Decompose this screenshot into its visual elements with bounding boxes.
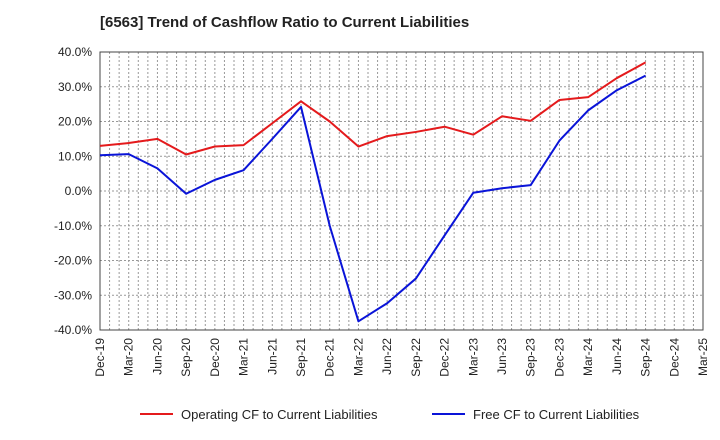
x-tick-label: Dec-24 — [667, 338, 681, 377]
x-tick-label: Dec-19 — [93, 338, 107, 377]
x-tick-label: Mar-20 — [122, 338, 136, 376]
x-tick-label: Mar-22 — [351, 338, 365, 376]
series-line-free-cf — [99, 74, 647, 323]
y-tick-label: 0.0% — [65, 184, 93, 198]
x-tick-label: Mar-25 — [696, 338, 710, 376]
x-tick-label: Dec-23 — [552, 338, 566, 377]
x-tick-label: Sep-22 — [409, 338, 423, 377]
series-line-operating-cf — [99, 61, 647, 156]
x-tick-label: Sep-24 — [639, 338, 653, 377]
x-tick-label: Sep-20 — [179, 338, 193, 377]
y-tick-label: 30.0% — [58, 80, 92, 94]
x-tick-label: Dec-21 — [323, 338, 337, 377]
legend-label-free-cf: Free CF to Current Liabilities — [473, 407, 640, 422]
y-tick-label: 10.0% — [58, 149, 92, 163]
y-tick-label: 20.0% — [58, 115, 92, 129]
x-tick-label: Sep-23 — [524, 338, 538, 377]
x-tick-label: Jun-22 — [380, 338, 394, 375]
x-tick-label: Jun-24 — [610, 338, 624, 375]
plot-border — [99, 51, 704, 331]
y-tick-label: -30.0% — [54, 288, 92, 302]
x-tick-label: Jun-20 — [150, 338, 164, 375]
y-tick-label: -40.0% — [54, 323, 92, 337]
y-tick-label: 40.0% — [58, 45, 92, 59]
x-tick-label: Mar-23 — [466, 338, 480, 376]
x-tick-label: Dec-22 — [438, 338, 452, 377]
x-tick-label: Jun-23 — [495, 338, 509, 375]
x-tick-label: Sep-21 — [294, 338, 308, 377]
y-tick-label: -10.0% — [54, 219, 92, 233]
x-tick-label: Mar-21 — [237, 338, 251, 376]
x-tick-label: Jun-21 — [265, 338, 279, 375]
x-tick-label: Mar-24 — [581, 338, 595, 376]
y-tick-label: -20.0% — [54, 254, 92, 268]
chart-title: [6563] Trend of Cashflow Ratio to Curren… — [100, 14, 470, 31]
legend-label-operating-cf: Operating CF to Current Liabilities — [181, 407, 378, 422]
x-tick-label: Dec-20 — [208, 338, 222, 377]
